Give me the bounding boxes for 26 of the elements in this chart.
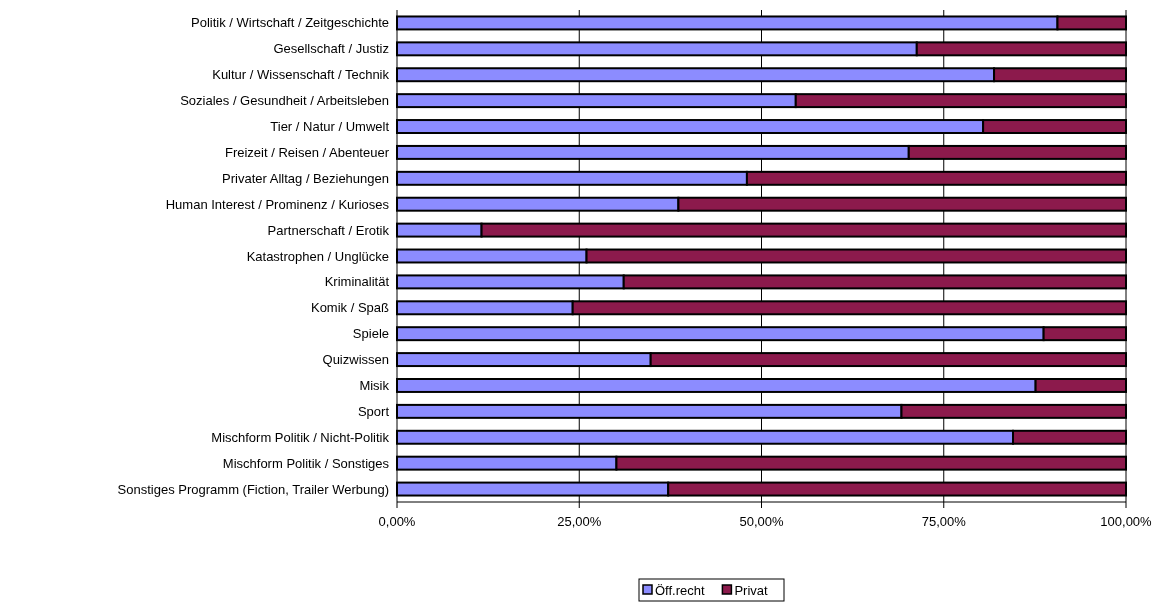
y-tick-label: Mischform Politik / Nicht-Politik: [211, 429, 390, 445]
x-tick-label: 0,00%: [378, 514, 416, 529]
y-tick-label: Mischform Politik / Sonstiges: [222, 455, 390, 471]
y-tick-label: Gesellschaft / Justiz: [273, 41, 389, 57]
y-tick-label: Sonstiges Programm (Fiction, Trailer Werbung): [117, 481, 389, 497]
y-tick-label: Privater Alltag / Beziehungen: [222, 170, 389, 186]
x-tick-label: 25,00%: [557, 514, 602, 529]
y-tick-label: Partnerschaft / Erotik: [267, 222, 390, 238]
y-tick-label: Komik / Spaß: [310, 300, 390, 316]
y-tick-label: Freizeit / Reisen / Abenteuer: [224, 144, 390, 160]
y-tick-label: Kultur / Wissenschaft / Technik: [212, 67, 390, 83]
y-tick-label: Spiele: [352, 326, 389, 342]
y-tick-label: Soziales / Gesundheit / Arbeitsleben: [180, 93, 389, 109]
x-tick-label: 50,00%: [739, 514, 784, 529]
y-tick-label: Sport: [357, 403, 390, 419]
y-tick-label: Human Interest / Prominenz / Kurioses: [165, 196, 390, 212]
y-tick-label: Kriminalität: [324, 274, 390, 290]
y-tick-label: Katastrophen / Unglücke: [246, 248, 389, 264]
y-tick-label: Tier / Natur / Umwelt: [270, 119, 390, 135]
legend-label: Öff.recht: [655, 582, 705, 598]
x-tick-label: 75,00%: [921, 514, 967, 529]
y-tick-label: Politik / Wirtschaft / Zeitgeschichte: [191, 15, 389, 31]
y-tick-label: Quizwissen: [322, 352, 389, 368]
x-tick-label: 100,00%: [1100, 514, 1153, 529]
legend-label: Privat: [734, 582, 769, 598]
y-tick-label: Misik: [359, 378, 390, 394]
